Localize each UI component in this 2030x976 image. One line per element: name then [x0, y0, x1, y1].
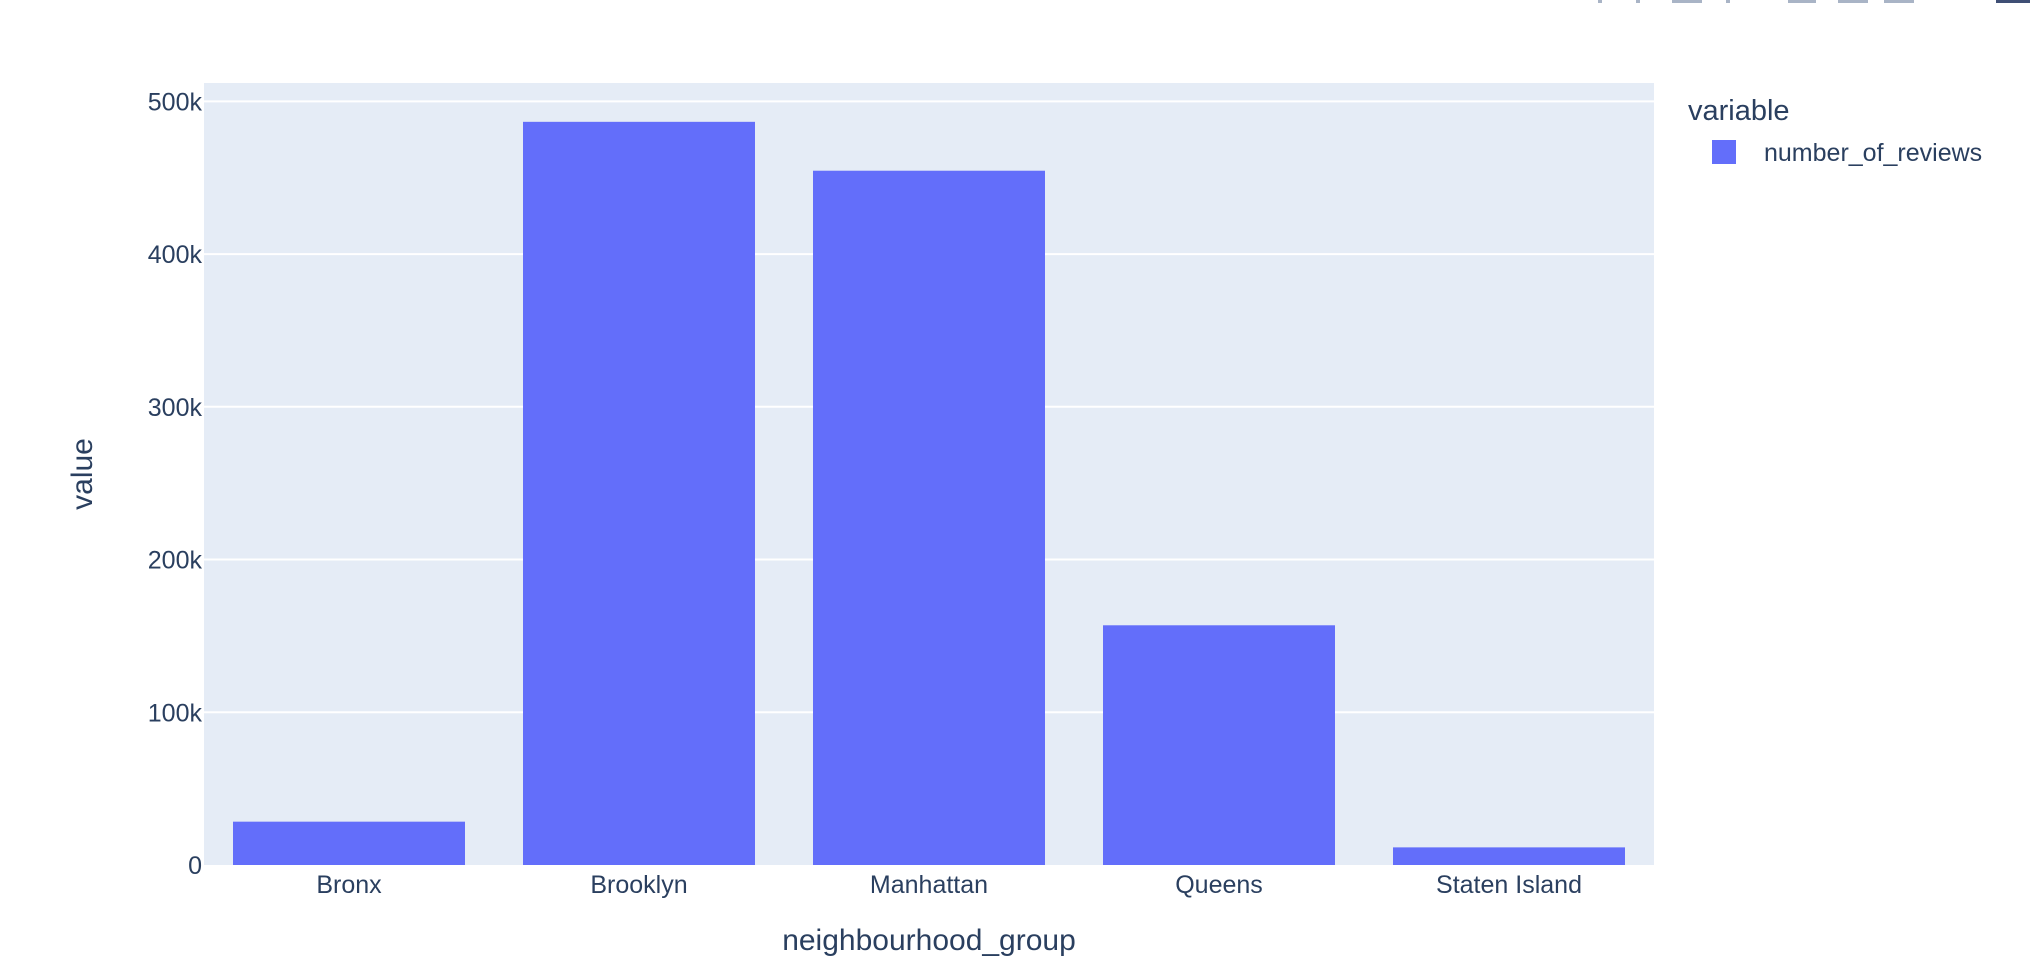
modebar-button[interactable]	[1636, 0, 1640, 3]
x-tick-label: Queens	[1175, 871, 1263, 899]
bar-queens[interactable]	[1103, 625, 1335, 865]
y-tick-label: 400k	[148, 241, 203, 269]
legend-label[interactable]: number_of_reviews	[1764, 139, 1982, 167]
y-tick-label: 500k	[148, 88, 203, 116]
y-tick-label: 300k	[148, 394, 203, 422]
modebar-button[interactable]	[1672, 0, 1702, 3]
legend-swatch[interactable]	[1712, 140, 1736, 164]
legend-item[interactable]: number_of_reviews	[1712, 139, 1982, 167]
bar-bronx[interactable]	[233, 821, 465, 865]
modebar[interactable]	[1598, 0, 2030, 3]
modebar-button[interactable]	[1598, 0, 1602, 3]
x-tick-label: Brooklyn	[590, 871, 687, 899]
modebar-button[interactable]	[1726, 0, 1730, 3]
y-tick-label: 200k	[148, 547, 203, 575]
y-tick-label: 0	[188, 852, 202, 880]
plotly-logo-icon[interactable]	[1996, 0, 2030, 3]
x-tick-label: Manhattan	[870, 871, 988, 899]
modebar-button[interactable]	[1838, 0, 1868, 3]
bar-staten-island[interactable]	[1393, 847, 1625, 865]
bar-brooklyn[interactable]	[523, 121, 755, 866]
x-axis-title: neighbourhood_group	[782, 924, 1076, 957]
modebar-button[interactable]	[1884, 0, 1914, 3]
legend-title: variable	[1688, 95, 1790, 127]
bars	[233, 121, 1625, 866]
x-axis-ticks: Bronx Brooklyn Manhattan Queens Staten Islan…	[316, 871, 1582, 899]
legend[interactable]: variable number_of_reviews	[1688, 95, 1982, 167]
x-tick-label: Staten Island	[1436, 871, 1582, 899]
bar-manhattan[interactable]	[813, 170, 1045, 866]
y-axis-ticks: 0 100k 200k 300k 400k 500k	[148, 88, 203, 880]
y-axis-title: value	[66, 438, 99, 510]
y-tick-label: 100k	[148, 699, 203, 727]
modebar-button[interactable]	[1788, 0, 1816, 3]
x-tick-label: Bronx	[316, 871, 382, 899]
